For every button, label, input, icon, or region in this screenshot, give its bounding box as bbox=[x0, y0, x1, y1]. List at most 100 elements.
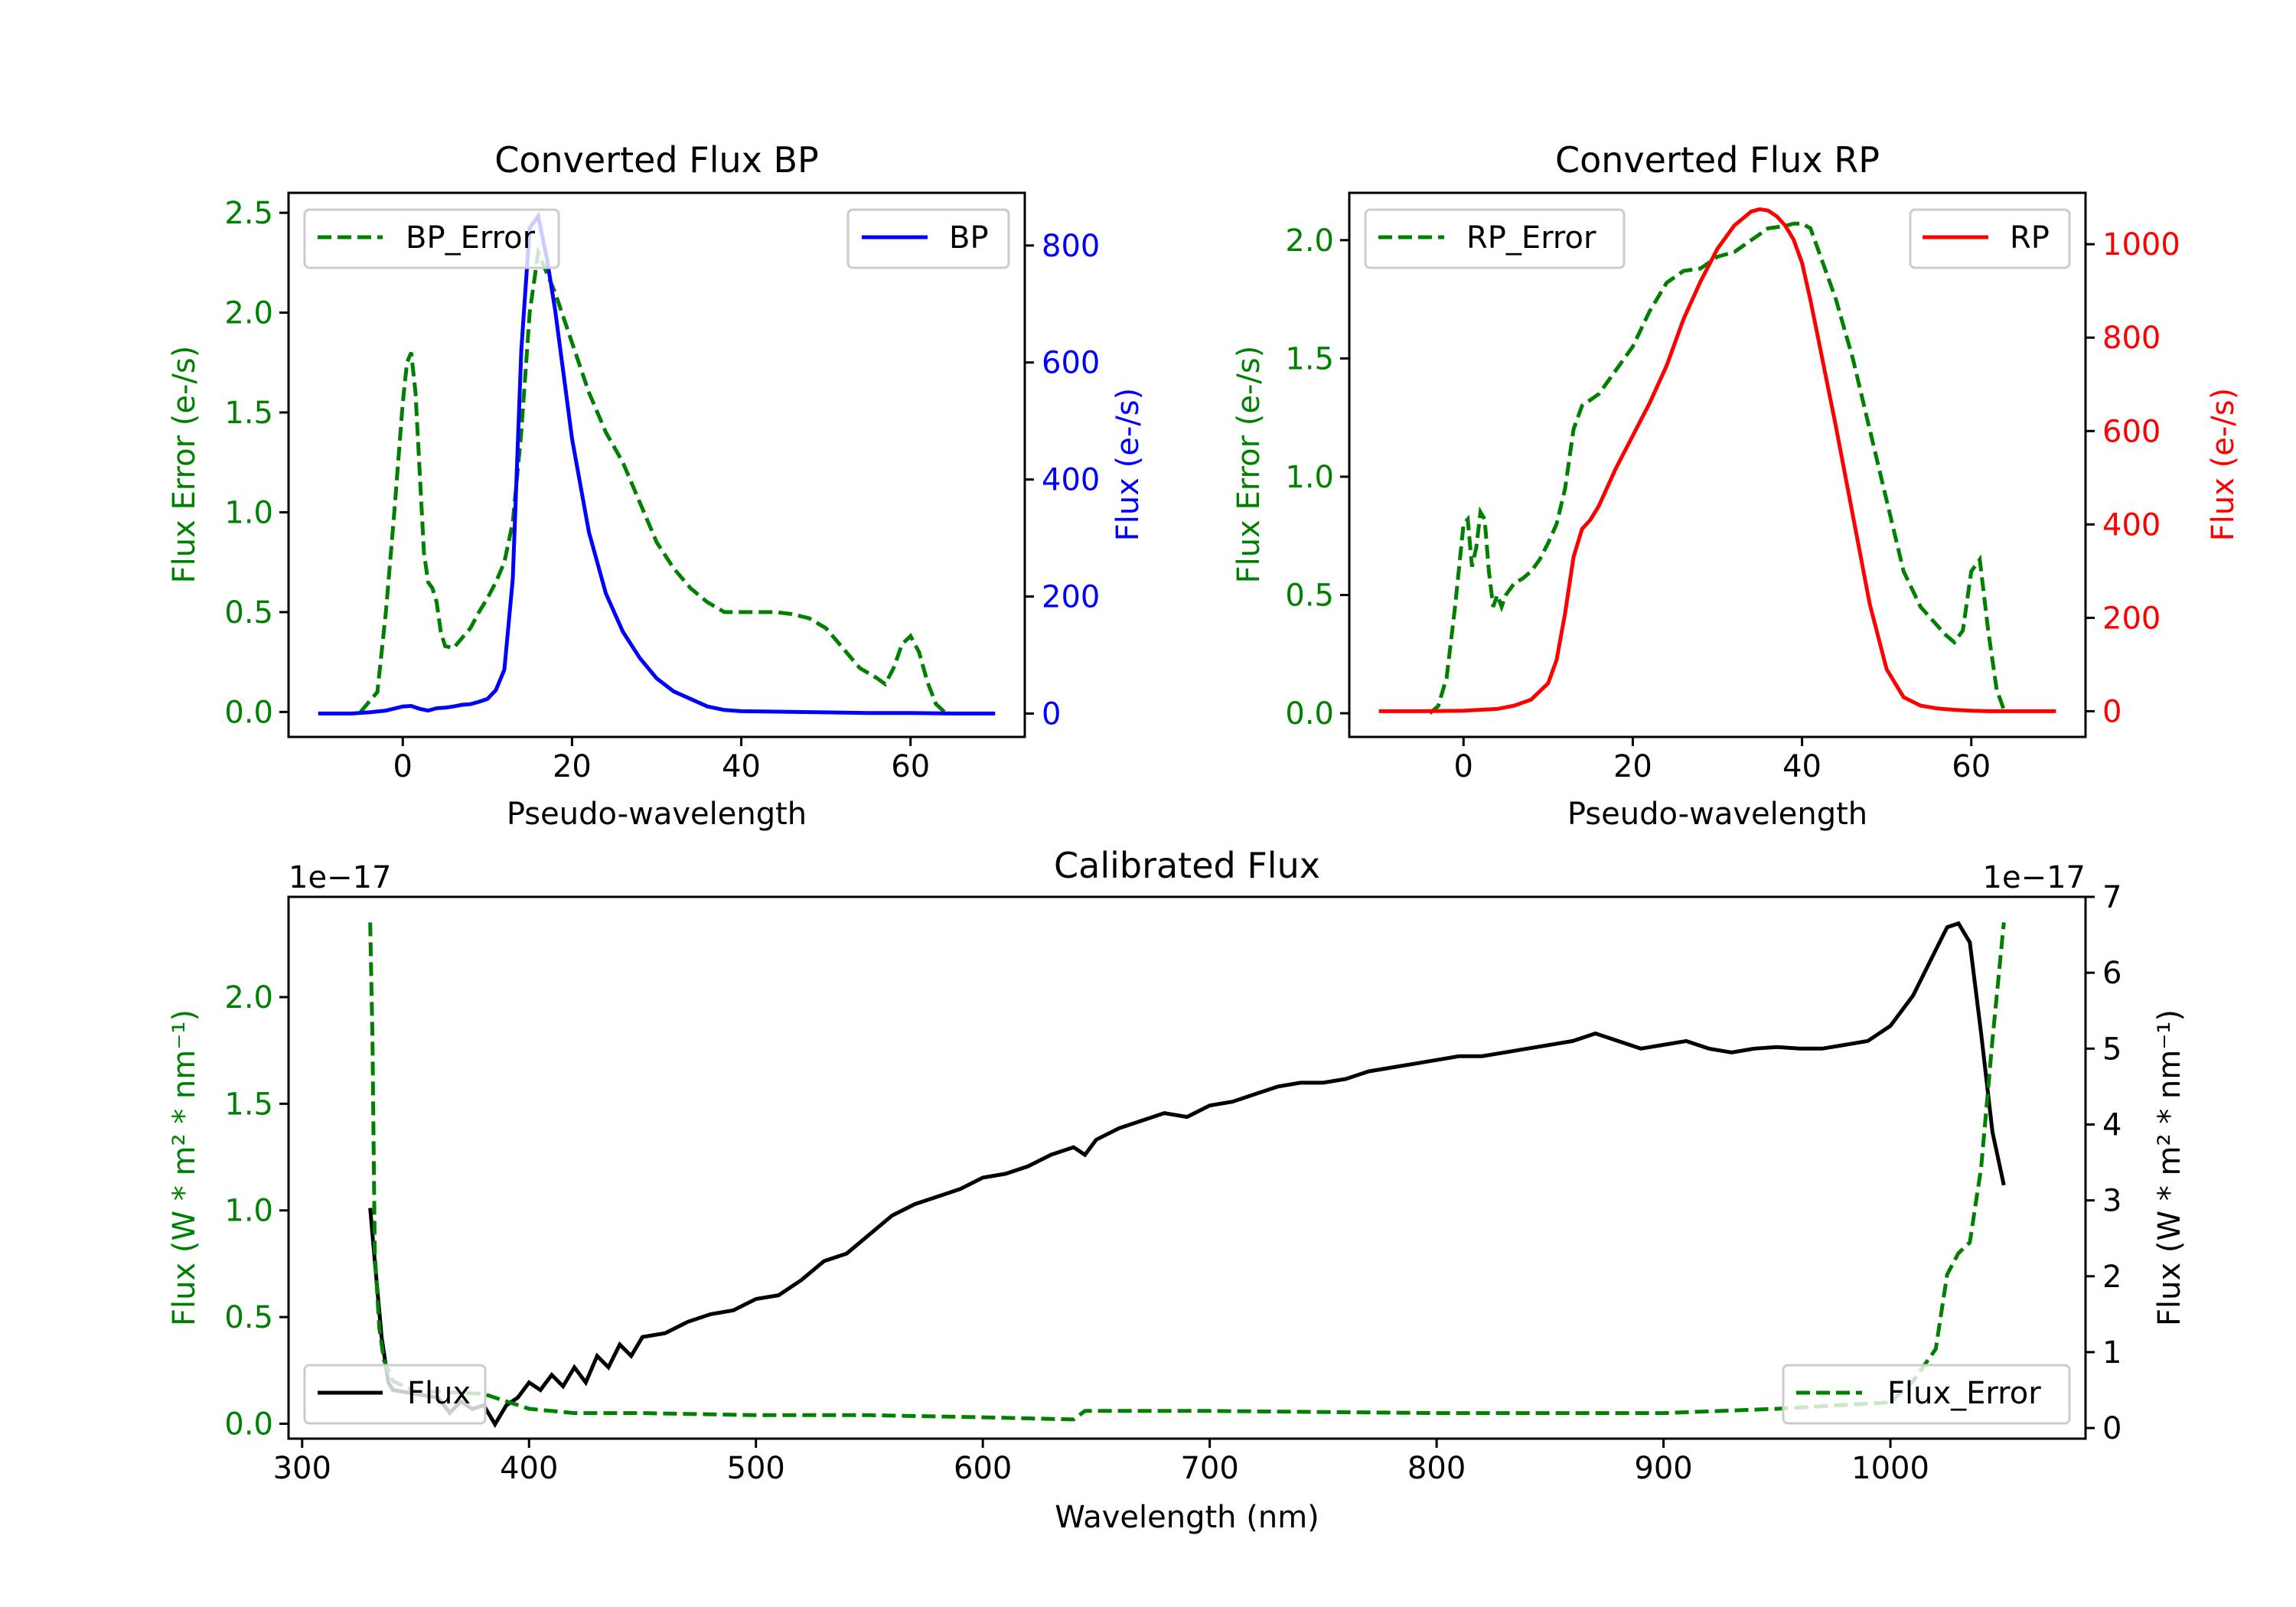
x-ticks: 0 20 40 60 bbox=[393, 737, 930, 784]
panel-bp: Converted Flux BP 0 20 40 60 0.0 0.5 1.0 1.5 2.… bbox=[167, 139, 1146, 832]
y-tick-label-left: 0.0 bbox=[1285, 696, 1334, 732]
panel-calibrated: Calibrated Flux 1e−17 1e−17 300 400 500 600… bbox=[167, 845, 2187, 1535]
legend-bp: BP bbox=[846, 208, 1010, 269]
y-tick-label-right: 3 bbox=[2102, 1184, 2122, 1219]
y-tick-label-left: 1.5 bbox=[1285, 341, 1334, 376]
y-tick-label-right: 200 bbox=[1042, 580, 1100, 615]
panel-rp: Converted Flux RP 0 20 40 60 0.0 0.5 1.0 1.5 2.… bbox=[1231, 139, 2241, 832]
legend-frame bbox=[303, 1364, 487, 1425]
legend-rp: RP bbox=[1909, 208, 2071, 269]
y-tick-label-right: 600 bbox=[1042, 346, 1100, 381]
y-ticks-left: 0.0 0.5 1.0 1.5 2.0 2.5 bbox=[224, 196, 289, 730]
x-tick-label: 20 bbox=[553, 749, 592, 784]
y-tick-label-left: 0.0 bbox=[224, 695, 273, 730]
plot-frame bbox=[1348, 191, 2087, 738]
x-tick-label: 400 bbox=[500, 1451, 558, 1486]
y-ticks-right: 0 1 2 3 4 5 6 7 bbox=[2086, 880, 2122, 1446]
y-tick-label-right: 5 bbox=[2102, 1032, 2122, 1067]
legend-flux: Flux bbox=[303, 1364, 487, 1425]
flux-error-line bbox=[368, 922, 2006, 1422]
y-axis-label-left: Flux Error (e-/s) bbox=[167, 346, 202, 584]
y-tick-label-left: 0.5 bbox=[224, 1300, 273, 1335]
y-tick-label-right: 0 bbox=[2102, 1411, 2122, 1446]
y-tick-label-right: 400 bbox=[1042, 463, 1100, 498]
x-tick-label: 300 bbox=[273, 1451, 331, 1486]
y-tick-label-left: 0.5 bbox=[1285, 579, 1334, 614]
y-tick-label-right: 200 bbox=[2102, 601, 2161, 636]
x-tick-label: 40 bbox=[722, 749, 761, 784]
legend-label: BP_Error bbox=[406, 220, 536, 256]
y-ticks-right: 0 200 400 600 800 1000 bbox=[2086, 227, 2180, 729]
y-tick-label-left: 2.0 bbox=[224, 296, 273, 331]
y-tick-label-right: 400 bbox=[2102, 507, 2161, 543]
y-tick-label-left: 1.5 bbox=[224, 396, 273, 431]
legend-label: RP bbox=[2010, 220, 2050, 256]
y-tick-label-left: 1.0 bbox=[224, 1194, 273, 1229]
y-tick-label-left: 2.5 bbox=[224, 196, 273, 231]
y-axis-label-right: Flux (e-/s) bbox=[2206, 388, 2241, 541]
y-tick-label-right: 7 bbox=[2102, 880, 2122, 915]
x-tick-label: 0 bbox=[393, 749, 413, 784]
y-tick-label-right: 0 bbox=[1042, 696, 1061, 732]
y-axis-label-right: Flux (e-/s) bbox=[1110, 388, 1146, 541]
plot-frame bbox=[287, 191, 1026, 738]
y-tick-label-left: 0.5 bbox=[224, 595, 273, 631]
y-tick-label-right: 600 bbox=[2102, 414, 2161, 449]
legend-frame bbox=[1782, 1364, 2071, 1425]
panel-title: Converted Flux RP bbox=[1555, 139, 1880, 181]
x-tick-label: 20 bbox=[1613, 749, 1652, 784]
x-tick-label: 0 bbox=[1454, 749, 1473, 784]
x-tick-label: 800 bbox=[1407, 1451, 1466, 1486]
x-tick-label: 60 bbox=[1952, 749, 1991, 784]
y-ticks-left: 0.0 0.5 1.0 1.5 2.0 bbox=[1285, 223, 1349, 732]
x-tick-label: 700 bbox=[1180, 1451, 1238, 1486]
y-tick-label-left: 0.0 bbox=[224, 1407, 273, 1442]
panel-title: Converted Flux BP bbox=[494, 139, 819, 181]
y-tick-label-right: 4 bbox=[2102, 1107, 2122, 1143]
y-tick-label-right: 1 bbox=[2102, 1335, 2122, 1371]
y-tick-label-right: 800 bbox=[1042, 229, 1100, 264]
x-tick-label: 40 bbox=[1782, 749, 1821, 784]
flux-line bbox=[368, 921, 2006, 1429]
y-tick-label-right: 6 bbox=[2102, 956, 2122, 991]
y-tick-label-left: 1.0 bbox=[224, 495, 273, 530]
x-tick-label: 1000 bbox=[1851, 1451, 1929, 1486]
y-tick-label-left: 2.0 bbox=[1285, 223, 1334, 259]
legend-bp-error: BP_Error bbox=[303, 208, 560, 269]
x-axis-label: Pseudo-wavelength bbox=[1567, 797, 1867, 832]
y-tick-label-right: 1000 bbox=[2102, 227, 2180, 262]
legend-frame bbox=[846, 208, 1010, 269]
x-tick-label: 900 bbox=[1634, 1451, 1692, 1486]
legend-frame bbox=[1364, 208, 1626, 269]
x-tick-label: 500 bbox=[727, 1451, 785, 1486]
bp-error-line bbox=[359, 246, 946, 714]
legend-label: BP bbox=[949, 220, 989, 256]
offset-label-right: 1e−17 bbox=[1983, 860, 2086, 895]
y-tick-label-right: 2 bbox=[2102, 1260, 2122, 1295]
y-tick-label-left: 1.5 bbox=[224, 1087, 273, 1122]
x-tick-label: 60 bbox=[891, 749, 930, 784]
rp-flux-line bbox=[1378, 207, 2056, 713]
legend-label: RP_Error bbox=[1466, 220, 1596, 256]
legend-frame bbox=[303, 208, 560, 269]
x-tick-label: 600 bbox=[954, 1451, 1012, 1486]
y-tick-label-left: 1.0 bbox=[1285, 460, 1334, 495]
y-tick-label-right: 800 bbox=[2102, 321, 2161, 356]
rp-error-line bbox=[1428, 221, 2007, 715]
y-axis-label-left: Flux (W * m² * nm⁻¹) bbox=[167, 1009, 202, 1326]
y-ticks-right: 0 200 400 600 800 bbox=[1025, 229, 1100, 732]
legend-rp-error: RP_Error bbox=[1364, 208, 1626, 269]
y-axis-label-right: Flux (W * m² * nm⁻¹) bbox=[2152, 1009, 2187, 1326]
x-ticks: 0 20 40 60 bbox=[1454, 737, 1991, 784]
offset-label-left: 1e−17 bbox=[289, 860, 391, 895]
legend-flux-error: Flux_Error bbox=[1782, 1364, 2071, 1425]
x-axis-label: Pseudo-wavelength bbox=[507, 797, 807, 832]
x-ticks: 300 400 500 600 700 800 900 1000 bbox=[273, 1439, 1929, 1486]
y-tick-label-right: 0 bbox=[2102, 694, 2122, 729]
y-tick-label-left: 2.0 bbox=[224, 980, 273, 1015]
panel-title: Calibrated Flux bbox=[1054, 845, 1320, 886]
x-axis-label: Wavelength (nm) bbox=[1055, 1500, 1319, 1535]
legend-label: Flux_Error bbox=[1887, 1376, 2041, 1411]
y-ticks-left: 0.0 0.5 1.0 1.5 2.0 bbox=[224, 980, 289, 1442]
